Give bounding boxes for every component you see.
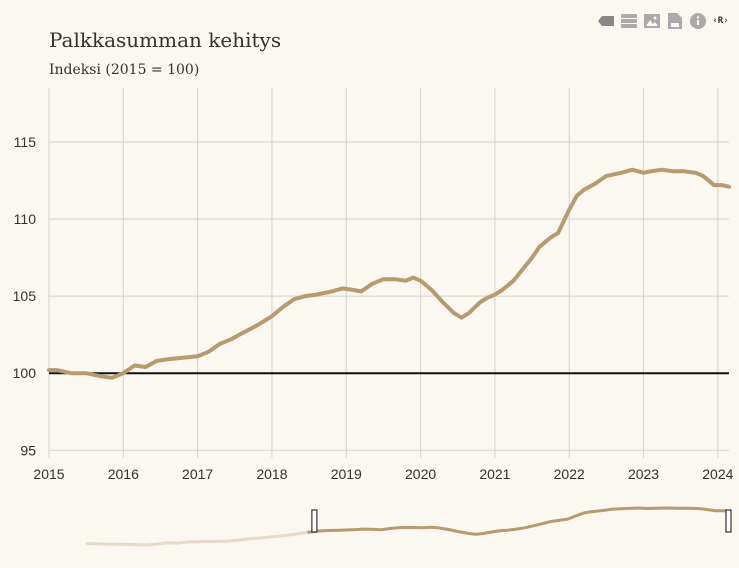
navigator-handle-left[interactable]	[311, 509, 318, 533]
x-tick-label-2017: 2017	[182, 466, 213, 482]
navigator-line-selected	[307, 506, 730, 536]
legend-icon[interactable]	[597, 12, 614, 29]
r-code-icon[interactable]: ‹R›	[712, 15, 729, 26]
x-tick-label-2020: 2020	[405, 466, 436, 482]
y-tick-label-115: 115	[14, 134, 37, 150]
x-tick-label-2019: 2019	[331, 466, 362, 482]
x-tick-label-2023: 2023	[628, 466, 659, 482]
table-icon[interactable]	[620, 12, 637, 29]
navigator-line-unselected	[86, 530, 308, 547]
x-tick-label-2018: 2018	[256, 466, 287, 482]
series-line	[47, 167, 731, 380]
navigator-handle-right[interactable]	[725, 509, 732, 533]
image-icon[interactable]	[643, 12, 660, 29]
chart-toolbar: ‹R›	[597, 12, 729, 29]
info-icon[interactable]	[689, 12, 706, 29]
x-tick-label-2015: 2015	[33, 466, 64, 482]
range-navigator[interactable]	[86, 506, 732, 547]
y-tick-label-95: 95	[20, 442, 36, 458]
chart-title: Palkkasumman kehitys	[49, 28, 282, 52]
chart-subtitle: Indeksi (2015 = 100)	[49, 62, 200, 78]
x-tick-label-2016: 2016	[108, 466, 139, 482]
x-tick-label-2021: 2021	[479, 466, 510, 482]
y-tick-label-100: 100	[13, 365, 37, 381]
x-tick-label-2022: 2022	[554, 466, 585, 482]
csv-icon[interactable]	[666, 12, 683, 29]
x-tick-label-2024: 2024	[702, 466, 733, 482]
y-tick-label-105: 105	[13, 288, 37, 304]
y-tick-label-110: 110	[14, 211, 37, 227]
